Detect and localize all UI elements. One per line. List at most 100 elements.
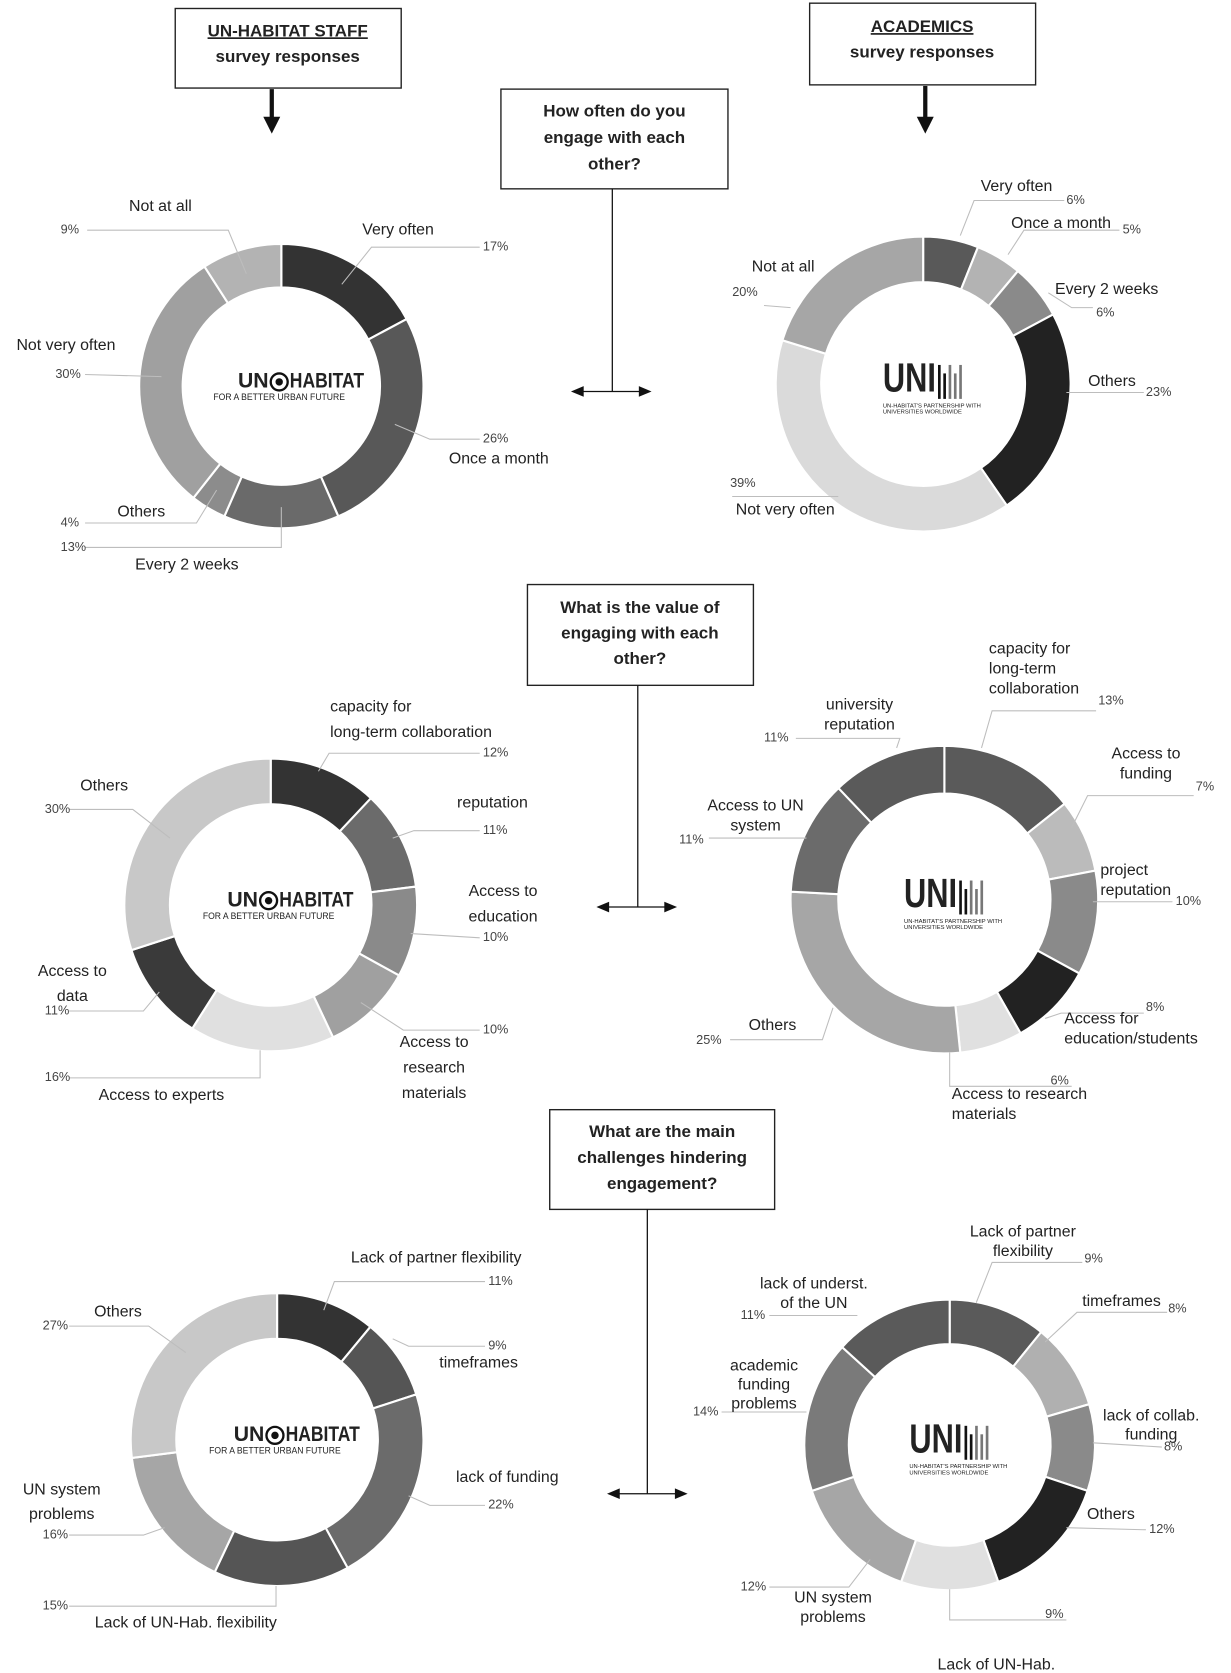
donut-slice — [836, 744, 946, 825]
slice-label: Very often — [981, 178, 1053, 195]
leader-line — [85, 373, 162, 378]
donut-slice — [774, 338, 1009, 533]
slice-label: Others — [1087, 1506, 1135, 1523]
value-label: 6% — [1050, 1072, 1068, 1087]
question: What is the value of engaging with each ot… — [560, 598, 720, 668]
slice-label: Access to research materials — [952, 1086, 1087, 1123]
value-label: 39% — [730, 475, 755, 490]
text-line: collaboration — [989, 681, 1079, 698]
logo-bar — [959, 364, 962, 399]
value-label: 9% — [488, 1338, 506, 1353]
value-label: 5% — [1123, 222, 1141, 237]
text-line: What are the main — [589, 1122, 735, 1141]
donut-slice — [979, 312, 1072, 507]
logo-bar — [964, 1425, 968, 1460]
text-line: problems — [29, 1506, 94, 1523]
value-label: 25% — [696, 1032, 721, 1047]
leader-line — [763, 305, 791, 309]
donut-slice — [324, 1393, 425, 1570]
value-label: 20% — [732, 284, 757, 299]
logo-bar — [975, 1425, 978, 1460]
value-label: 11% — [764, 730, 789, 745]
logo-emblem — [269, 372, 289, 392]
text-line: research — [403, 1060, 465, 1077]
leader-line — [1044, 1311, 1168, 1343]
text-line: university — [826, 697, 893, 714]
slice-label: Lack of partner flexibility — [970, 1224, 1077, 1260]
value-label: 26% — [483, 431, 508, 446]
donut-slice — [130, 1451, 236, 1574]
value-label: 9% — [1084, 1251, 1102, 1266]
slice-label: lack of collab. funding — [1103, 1407, 1199, 1443]
text-line: funding — [1125, 1427, 1177, 1444]
leader-line — [323, 1281, 486, 1311]
text-line: UN-HABITAT'S PARTNERSHIP WITH — [883, 403, 981, 409]
header-title: ACADEMICS — [871, 17, 974, 36]
leader-line — [85, 489, 218, 524]
text-line: UN system — [23, 1482, 101, 1499]
slice-label: Access for education/students — [1064, 1011, 1198, 1048]
leader-line — [69, 808, 171, 839]
slice-label: Very often — [362, 221, 434, 238]
text-line: data — [57, 988, 88, 1005]
slice-label: Not very often — [16, 337, 115, 354]
donut-slice — [203, 242, 283, 305]
value-label: 9% — [61, 222, 79, 237]
donut-chart: Lack of partner flexibility 11% timeframes… — [23, 1249, 559, 1631]
arrow-head — [570, 386, 584, 397]
leader-line — [360, 1002, 480, 1031]
slice-label: Lack of partner flexibility — [351, 1249, 522, 1266]
value-label: 12% — [483, 745, 508, 760]
donut-chart: capacity for long-term collaboration 12% re… — [38, 699, 538, 1104]
down-arrow-head — [916, 116, 934, 134]
leader-line — [975, 1261, 1083, 1303]
value-label: 11% — [488, 1273, 513, 1288]
value-label: 12% — [741, 1578, 766, 1593]
slice-label: Every 2 weeks — [135, 557, 238, 574]
slice-label: capacity for long-term collaboration — [989, 640, 1079, 697]
header-subtitle: survey responses — [216, 47, 360, 66]
value-label: 23% — [1146, 384, 1171, 399]
donut-chart: Very often 17% Once a month 26% Every 2 week… — [16, 198, 548, 574]
logo-text: UNI — [883, 355, 936, 400]
leader-line — [69, 1050, 261, 1079]
question-box — [526, 583, 755, 687]
arrow-head — [596, 901, 610, 913]
leader-line — [394, 423, 480, 440]
header-subtitle: survey responses — [850, 43, 994, 62]
logo-text: UNI — [904, 871, 957, 916]
value-label: 30% — [45, 801, 70, 816]
leader-line — [795, 737, 901, 749]
text-line: system — [730, 818, 780, 835]
value-label: 11% — [483, 822, 508, 837]
text-line: materials — [402, 1085, 467, 1102]
donut-slice — [129, 1292, 279, 1460]
logo-emblem — [271, 1431, 279, 1440]
donut-chart: Lack of partner flexibility 9% timeframes 8%… — [693, 1224, 1199, 1673]
value-label: 4% — [61, 514, 79, 529]
text-line: engage with each — [544, 128, 685, 147]
donut-slice — [190, 988, 335, 1053]
logo-tagline: UN-HABITAT'S PARTNERSHIP WITH UNIVERSITIE… — [909, 1464, 1007, 1476]
slice-label: Access to education — [469, 883, 538, 925]
text-line: education/students — [1064, 1031, 1198, 1048]
value-label: 8% — [1168, 1300, 1186, 1315]
logo-emblem — [264, 896, 273, 905]
value-label: 12% — [1149, 1521, 1174, 1536]
text-line: Access to UN — [707, 797, 803, 814]
leader-line — [317, 752, 480, 772]
donut-slice — [123, 757, 272, 952]
text-line: funding — [738, 1377, 790, 1394]
slice-label: Access to research materials — [400, 1034, 469, 1102]
value-label: 6% — [1096, 304, 1114, 319]
donut-slice — [810, 1475, 918, 1584]
leader-line — [959, 199, 1065, 236]
logo-tagline: FOR A BETTER URBAN FUTURE — [209, 1446, 341, 1456]
value-label: 27% — [43, 1317, 68, 1332]
value-label: 10% — [483, 1021, 508, 1036]
text-line: reputation — [1100, 882, 1171, 899]
value-label: 10% — [1176, 893, 1201, 908]
slice-label: reputation — [457, 794, 528, 811]
slice-label: UN system problems — [23, 1482, 101, 1523]
